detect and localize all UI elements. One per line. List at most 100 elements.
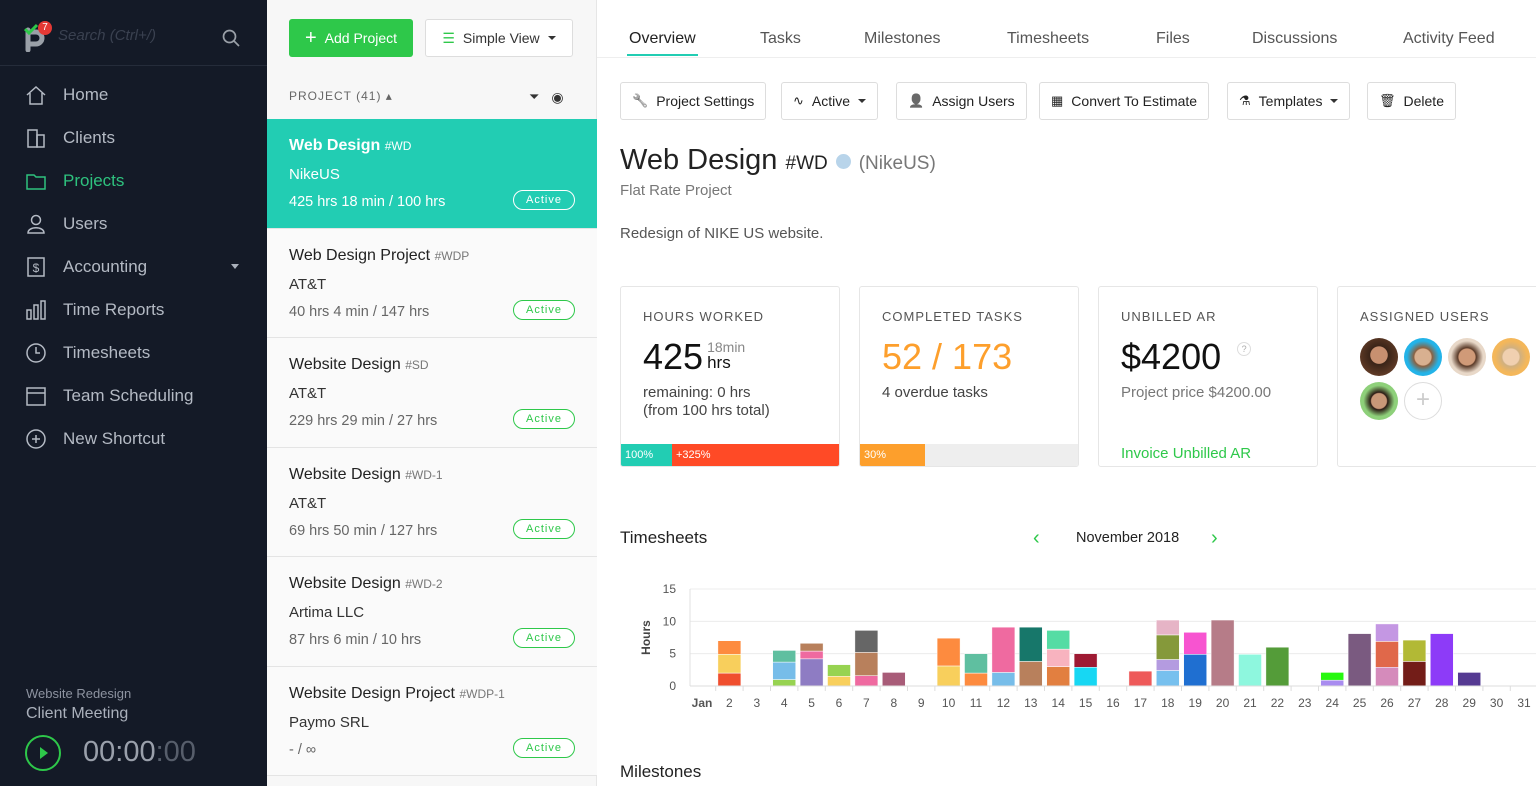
sidebar-item-clients[interactable]: Clients [0, 116, 267, 159]
chevron-left-icon[interactable]: ‹ [1033, 527, 1040, 549]
bar-segment[interactable] [827, 676, 851, 687]
project-list-item[interactable]: Website Design #WD-2 Artima LLC 87 hrs 6 m… [267, 557, 597, 667]
search-input[interactable]: Search (Ctrl+/) [58, 27, 156, 44]
bar-segment[interactable] [1128, 670, 1153, 687]
project-list-item[interactable]: Website Design #SD AT&T 229 hrs 29 min / 2… [267, 338, 597, 448]
bar-segment[interactable] [936, 637, 961, 667]
bar-segment[interactable] [1347, 633, 1372, 687]
view-selector[interactable]: ☰ Simple View [425, 19, 573, 57]
tab-activity-feed[interactable]: Activity Feed [1403, 30, 1495, 47]
chevron-right-icon[interactable]: › [1211, 527, 1218, 549]
bar-segment[interactable] [717, 672, 742, 687]
notification-badge[interactable]: 7 [38, 21, 52, 35]
project-list-item[interactable]: Web Design Project #WDP AT&T 40 hrs 4 min … [267, 228, 597, 338]
avatar[interactable] [1404, 338, 1442, 376]
delete-button[interactable]: 🗑 Delete [1367, 82, 1456, 120]
logo[interactable] [24, 22, 50, 52]
sidebar-item-home[interactable]: Home [0, 73, 267, 116]
project-client[interactable]: (NikeUS) [858, 153, 936, 174]
bar-segment[interactable] [964, 672, 988, 687]
project-settings-button[interactable]: 🔧 Project Settings [620, 82, 767, 120]
bar-segment[interactable] [991, 626, 1016, 673]
bar-segment[interactable] [1457, 672, 1481, 687]
sidebar-item-accounting[interactable]: $ Accounting [0, 245, 267, 288]
bar-segment[interactable] [799, 650, 824, 660]
search-icon[interactable] [222, 29, 240, 47]
tab-tasks[interactable]: Tasks [760, 30, 801, 47]
project-item-name: Website Design [289, 575, 401, 592]
bar-segment[interactable] [936, 665, 961, 687]
sidebar-item-projects[interactable]: Projects [0, 159, 267, 202]
bar-segment[interactable] [1046, 630, 1070, 650]
bar-segment[interactable] [1156, 619, 1180, 636]
bar-segment[interactable] [717, 654, 742, 674]
tab-timesheets[interactable]: Timesheets [1007, 30, 1090, 47]
bar-segment[interactable] [1210, 619, 1235, 687]
bar-segment[interactable] [1320, 672, 1344, 681]
filter-icon[interactable]: ⏷ [529, 89, 540, 104]
project-list-item[interactable]: Website Design Project #WDP-1 Paymo SRL - … [267, 666, 597, 776]
bar-segment[interactable] [1073, 653, 1098, 668]
bar-segment[interactable] [1238, 654, 1262, 687]
bar-segment[interactable] [1183, 654, 1207, 687]
project-list-item[interactable]: Website Design #WD-1 AT&T 69 hrs 50 min / … [267, 447, 597, 557]
overdue-tasks[interactable]: 4 overdue tasks [882, 384, 988, 401]
bar-segment[interactable] [1073, 666, 1098, 687]
bar-segment[interactable] [1402, 639, 1427, 662]
bar-segment[interactable] [854, 630, 879, 653]
unbilled-ar-card: UNBILLED AR $4200? Project price $4200.0… [1098, 286, 1318, 467]
bar-segment[interactable] [1183, 632, 1207, 655]
sidebar-item-time-reports[interactable]: Time Reports [0, 288, 267, 331]
project-list-header[interactable]: PROJECT (41) ▴ [289, 89, 393, 103]
bar-segment[interactable] [1156, 659, 1180, 671]
bar-segment[interactable] [882, 672, 906, 687]
bar-segment[interactable] [1375, 641, 1399, 668]
play-timer-button[interactable] [25, 735, 61, 771]
bar-segment[interactable] [1320, 679, 1344, 687]
bar-segment[interactable] [1265, 646, 1290, 687]
avatar[interactable] [1360, 338, 1398, 376]
tab-files[interactable]: Files [1156, 30, 1190, 47]
bar-segment[interactable] [1046, 666, 1070, 687]
avatar[interactable] [1448, 338, 1486, 376]
help-icon[interactable]: ? [1237, 342, 1252, 356]
sidebar-item-users[interactable]: Users [0, 202, 267, 245]
tab-discussions[interactable]: Discussions [1252, 30, 1338, 47]
bar-segment[interactable] [717, 640, 742, 655]
sidebar-item-team-scheduling[interactable]: Team Scheduling [0, 374, 267, 417]
bar-segment[interactable] [964, 653, 988, 674]
eye-icon[interactable]: ◉ [551, 89, 564, 105]
tab-milestones[interactable]: Milestones [864, 30, 941, 47]
bar-segment[interactable] [1019, 626, 1043, 662]
templates-button[interactable]: ⚗ Templates [1227, 82, 1351, 120]
bar-segment[interactable] [1156, 634, 1180, 660]
bar-segment[interactable] [799, 643, 824, 652]
bar-segment[interactable] [1019, 661, 1043, 687]
sidebar-item-timesheets[interactable]: Timesheets [0, 331, 267, 374]
bar-segment[interactable] [772, 650, 796, 663]
tab-overview[interactable]: Overview [627, 30, 698, 56]
assign-users-button[interactable]: 👤 Assign Users [896, 82, 1027, 120]
project-list-item[interactable]: Web Design #WD NikeUS 425 hrs 18 min / 100… [267, 119, 597, 229]
convert-to-estimate-button[interactable]: ▦ Convert To Estimate [1039, 82, 1210, 120]
active-button[interactable]: ∿ Active [781, 82, 879, 120]
avatar[interactable] [1360, 382, 1398, 420]
bar-segment[interactable] [772, 661, 796, 680]
bar-segment[interactable] [1375, 623, 1399, 642]
sidebar-item-new-shortcut[interactable]: New Shortcut [0, 417, 267, 460]
bar-segment[interactable] [772, 679, 796, 687]
invoice-unbilled-link[interactable]: Invoice Unbilled AR [1121, 445, 1252, 462]
bar-segment[interactable] [799, 658, 824, 687]
bar-segment[interactable] [827, 664, 851, 677]
avatar[interactable] [1492, 338, 1530, 376]
add-project-button[interactable]: + Add Project [289, 19, 413, 57]
bar-segment[interactable] [854, 675, 879, 687]
bar-segment[interactable] [854, 652, 879, 676]
bar-segment[interactable] [1430, 633, 1454, 687]
bar-segment[interactable] [1046, 648, 1070, 667]
bar-segment[interactable] [1375, 666, 1399, 687]
bar-segment[interactable] [1402, 661, 1427, 687]
bar-segment[interactable] [1156, 670, 1180, 687]
bar-segment[interactable] [991, 672, 1016, 687]
add-user-button[interactable]: + [1404, 382, 1442, 420]
